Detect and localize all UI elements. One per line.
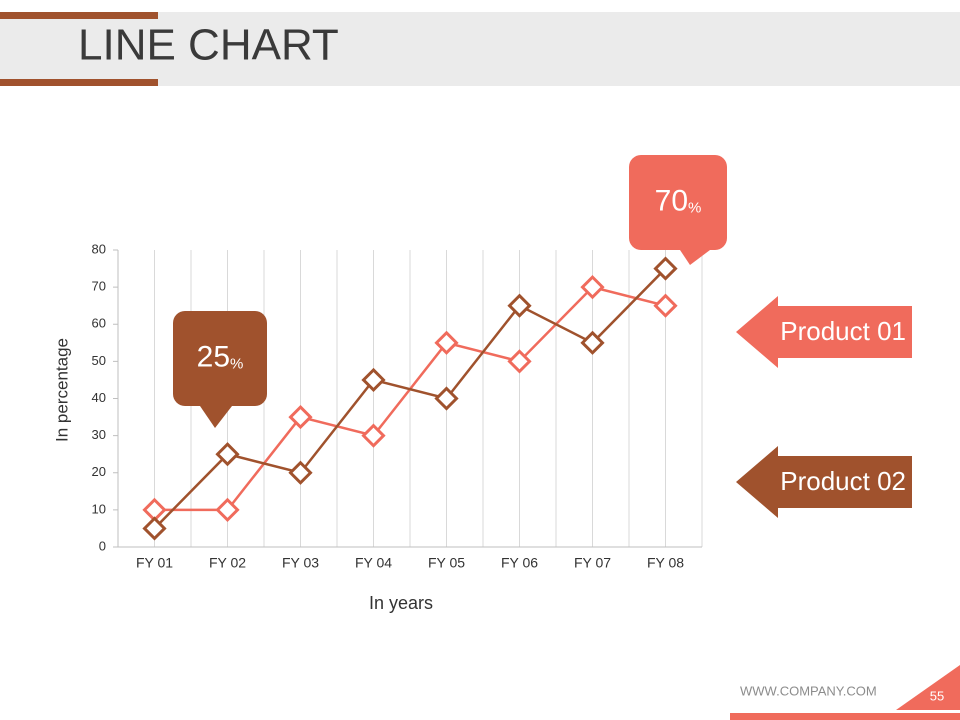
x-axis-label: In years	[369, 593, 433, 613]
callout-value: 25	[197, 340, 230, 373]
data-point	[288, 460, 313, 485]
callout-text: 70%	[655, 184, 702, 217]
x-tick-label: FY 04	[355, 555, 392, 571]
data-point	[215, 497, 240, 522]
y-tick-label: 80	[92, 241, 106, 256]
callout-box	[173, 311, 267, 406]
data-point	[580, 275, 605, 300]
legend-arrow	[736, 446, 912, 518]
y-tick-label: 70	[92, 279, 106, 294]
header-band	[0, 12, 960, 86]
x-tick-label: FY 06	[501, 555, 538, 571]
header-accent	[0, 79, 158, 86]
y-tick-label: 10	[92, 501, 106, 516]
data-point	[653, 293, 678, 318]
legend-arrow	[736, 296, 912, 368]
callout-value: 70	[655, 184, 688, 217]
x-tick-label: FY 08	[647, 555, 684, 571]
footer-bar	[730, 713, 960, 720]
x-tick-label: FY 05	[428, 555, 465, 571]
header-accent	[0, 12, 158, 19]
x-tick-label: FY 07	[574, 555, 611, 571]
y-axis-label: In percentage	[52, 338, 71, 442]
y-tick-label: 40	[92, 390, 106, 405]
series-line	[153, 267, 667, 530]
data-point	[653, 256, 678, 281]
y-tick-label: 0	[99, 538, 106, 553]
x-tick-label: FY 02	[209, 555, 246, 571]
callout-tail	[680, 250, 710, 265]
data-point	[215, 442, 240, 467]
x-tick-label: FY 01	[136, 555, 173, 571]
y-tick-label: 50	[92, 353, 106, 368]
data-point	[507, 349, 532, 374]
legend-label: Product 01	[780, 316, 906, 346]
data-point	[434, 386, 459, 411]
callout-text: 25%	[197, 340, 244, 373]
y-tick-label: 60	[92, 316, 106, 331]
data-point	[580, 330, 605, 355]
data-point	[288, 404, 313, 430]
page-number: 55	[930, 688, 944, 703]
x-tick-label: FY 03	[282, 555, 319, 571]
data-point	[507, 293, 532, 318]
legend-label: Product 02	[780, 466, 906, 496]
data-point	[361, 367, 386, 393]
y-tick-label: 20	[92, 464, 106, 479]
slide-title: LINE CHART	[78, 21, 339, 70]
callout-box	[629, 155, 727, 250]
data-point	[361, 423, 386, 448]
y-tick-label: 30	[92, 427, 106, 442]
footer-corner	[896, 665, 960, 710]
data-point	[142, 516, 167, 541]
callout-unit: %	[688, 199, 701, 216]
data-point	[434, 330, 459, 355]
callout-tail	[200, 406, 232, 428]
footer-website: WWW.COMPANY.COM	[740, 683, 877, 698]
callout-unit: %	[230, 355, 243, 372]
